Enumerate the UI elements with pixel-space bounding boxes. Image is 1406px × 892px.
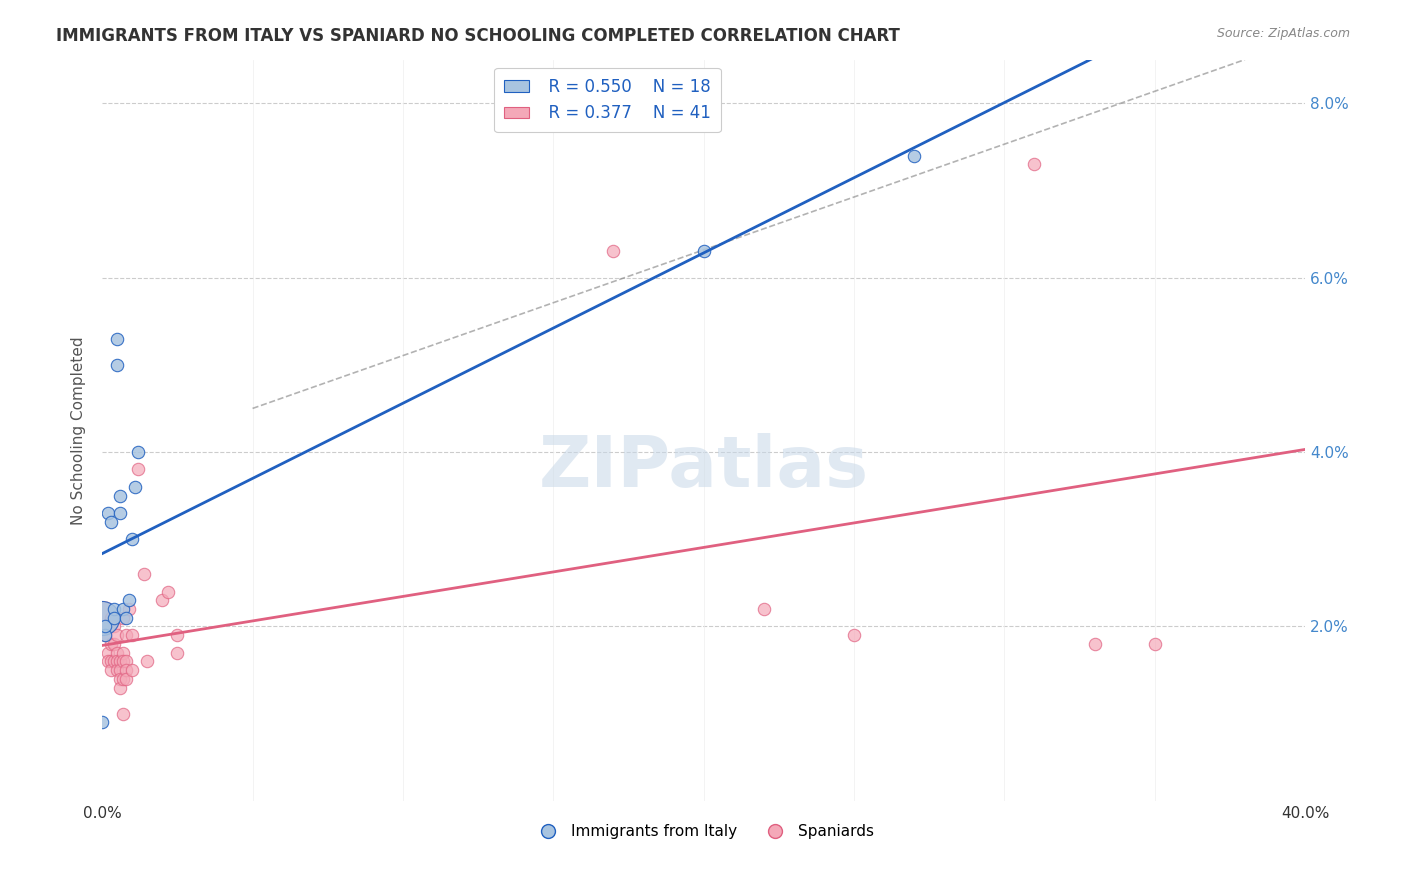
- Point: [115, 611, 138, 625]
- Point: [121, 533, 143, 547]
- Point: [115, 654, 138, 668]
- Point: [903, 148, 925, 162]
- Point: [1143, 637, 1166, 651]
- Point: [115, 663, 138, 677]
- Point: [91, 611, 114, 625]
- Point: [105, 358, 128, 372]
- Point: [100, 515, 122, 529]
- Point: [752, 602, 775, 616]
- Point: [1024, 157, 1046, 171]
- Point: [115, 672, 138, 686]
- Point: [842, 628, 865, 642]
- Point: [112, 672, 135, 686]
- Point: [100, 654, 122, 668]
- Point: [94, 619, 117, 633]
- Point: [105, 654, 128, 668]
- Point: [103, 654, 125, 668]
- Point: [112, 654, 135, 668]
- Point: [94, 628, 117, 642]
- Text: IMMIGRANTS FROM ITALY VS SPANIARD NO SCHOOLING COMPLETED CORRELATION CHART: IMMIGRANTS FROM ITALY VS SPANIARD NO SCH…: [56, 27, 900, 45]
- Point: [100, 611, 122, 625]
- Point: [112, 706, 135, 721]
- Point: [157, 584, 180, 599]
- Text: ZIPatlas: ZIPatlas: [538, 433, 869, 502]
- Point: [103, 619, 125, 633]
- Point: [97, 646, 120, 660]
- Point: [103, 611, 125, 625]
- Point: [97, 506, 120, 520]
- Point: [110, 506, 132, 520]
- Text: Source: ZipAtlas.com: Source: ZipAtlas.com: [1216, 27, 1350, 40]
- Point: [103, 602, 125, 616]
- Point: [136, 654, 159, 668]
- Point: [103, 637, 125, 651]
- Point: [94, 628, 117, 642]
- Point: [134, 567, 156, 582]
- Legend: Immigrants from Italy, Spaniards: Immigrants from Italy, Spaniards: [527, 818, 880, 845]
- Point: [97, 654, 120, 668]
- Point: [124, 480, 146, 494]
- Point: [105, 646, 128, 660]
- Point: [1084, 637, 1107, 651]
- Point: [118, 593, 141, 607]
- Point: [121, 628, 143, 642]
- Point: [110, 681, 132, 695]
- Point: [91, 715, 114, 730]
- Point: [150, 593, 173, 607]
- Point: [112, 602, 135, 616]
- Point: [166, 646, 188, 660]
- Point: [110, 654, 132, 668]
- Point: [118, 602, 141, 616]
- Point: [91, 611, 114, 625]
- Point: [110, 672, 132, 686]
- Point: [105, 332, 128, 346]
- Point: [121, 663, 143, 677]
- Point: [100, 637, 122, 651]
- Point: [692, 244, 714, 259]
- Point: [105, 628, 128, 642]
- Point: [602, 244, 624, 259]
- Point: [127, 445, 149, 459]
- Point: [127, 462, 149, 476]
- Point: [115, 628, 138, 642]
- Point: [166, 628, 188, 642]
- Point: [110, 489, 132, 503]
- Point: [110, 663, 132, 677]
- Point: [112, 611, 135, 625]
- Point: [112, 646, 135, 660]
- Point: [100, 663, 122, 677]
- Y-axis label: No Schooling Completed: No Schooling Completed: [72, 336, 86, 524]
- Point: [105, 663, 128, 677]
